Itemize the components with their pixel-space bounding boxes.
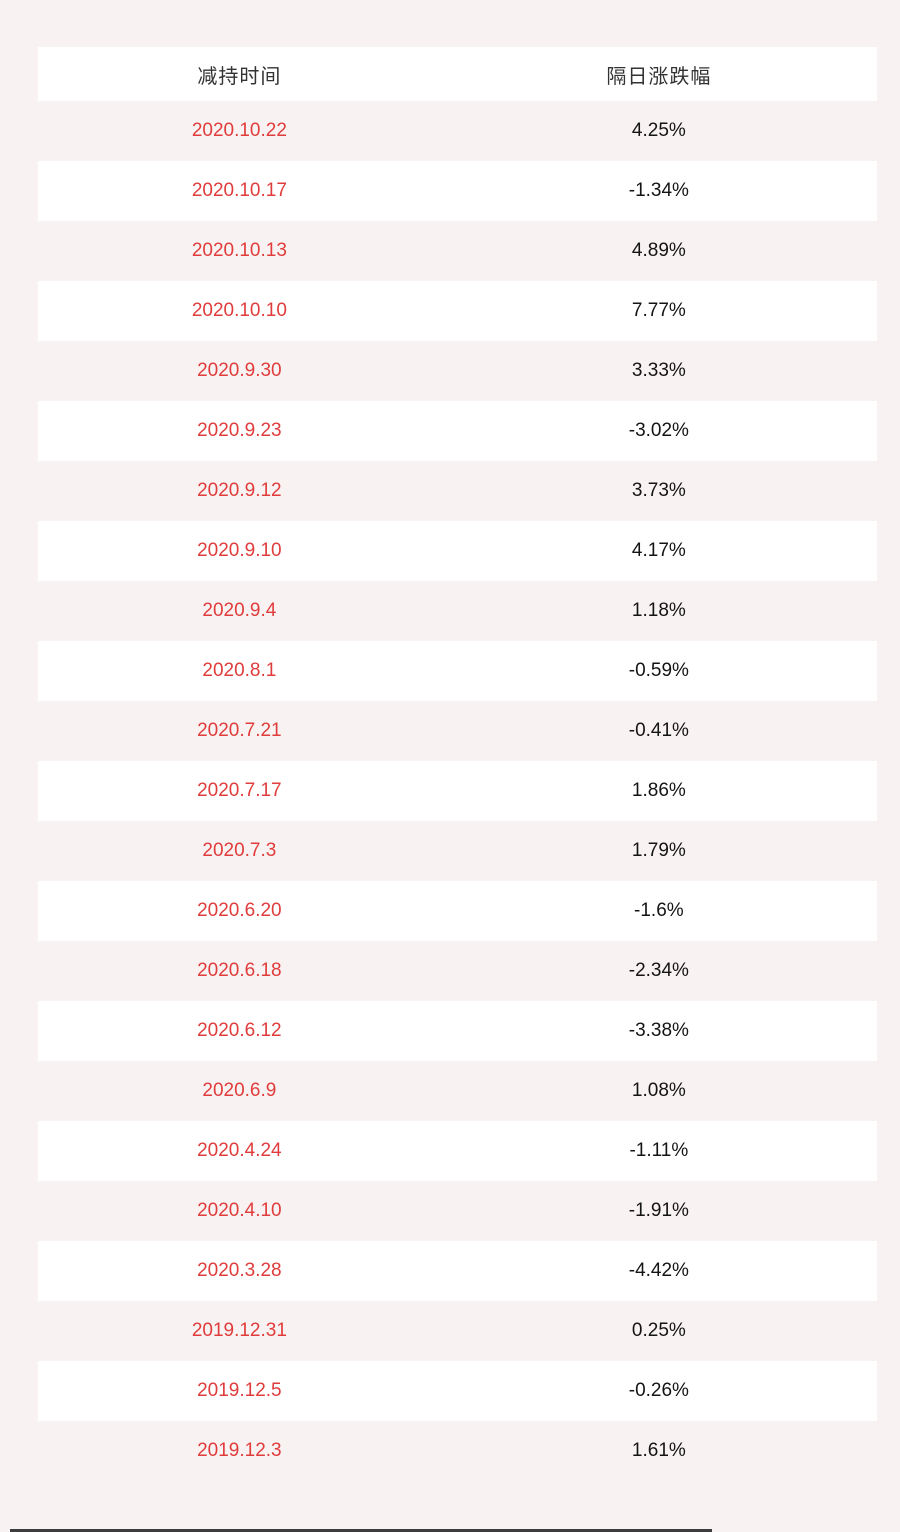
table-row: 2020.6.12 -3.38% <box>38 1001 877 1061</box>
table-row: 2020.9.12 3.73% <box>38 461 877 521</box>
table-row: 2020.9.30 3.33% <box>38 341 877 401</box>
next-day-change-cell: 4.89% <box>631 240 686 261</box>
table-row: 2020.4.10 -1.91% <box>38 1181 877 1241</box>
table-row: 2020.6.18 -2.34% <box>38 941 877 1001</box>
reduction-table: 减持时间 隔日涨跌幅 2020.10.22 4.25% 2020.10.17 -… <box>38 47 877 1481</box>
next-day-change-cell: -0.59% <box>628 660 689 681</box>
table-header-row: 减持时间 隔日涨跌幅 <box>38 47 877 101</box>
reduction-date-cell: 2020.7.3 <box>202 840 277 861</box>
reduction-date-cell: 2020.9.4 <box>202 600 277 621</box>
next-day-change-cell: -1.6% <box>634 900 684 921</box>
table-row: 2019.12.5 -0.26% <box>38 1361 877 1421</box>
table-row: 2020.10.22 4.25% <box>38 101 877 161</box>
table-row: 2020.9.10 4.17% <box>38 521 877 581</box>
table-row: 2020.7.17 1.86% <box>38 761 877 821</box>
table-row: 2020.3.28 -4.42% <box>38 1241 877 1301</box>
table-row: 2020.10.13 4.89% <box>38 221 877 281</box>
next-day-change-cell: -0.41% <box>628 720 689 741</box>
table-row: 2020.6.9 1.08% <box>38 1061 877 1121</box>
table-row: 2020.7.3 1.79% <box>38 821 877 881</box>
reduction-date-cell: 2020.10.10 <box>191 300 287 321</box>
next-day-change-cell: -1.34% <box>628 180 689 201</box>
reduction-date-cell: 2020.7.21 <box>197 720 282 741</box>
reduction-date-cell: 2020.4.10 <box>197 1200 282 1221</box>
next-day-change-cell: 1.61% <box>631 1440 686 1461</box>
reduction-date-cell: 2020.8.1 <box>202 660 277 681</box>
table-row: 2020.10.10 7.77% <box>38 281 877 341</box>
reduction-date-cell: 2020.6.9 <box>202 1080 277 1101</box>
reduction-date-cell: 2020.9.23 <box>197 420 282 441</box>
table-row: 2019.12.3 1.61% <box>38 1421 877 1481</box>
next-day-change-cell: -3.38% <box>628 1020 689 1041</box>
table-row: 2020.4.24 -1.11% <box>38 1121 877 1181</box>
reduction-date-cell: 2020.9.30 <box>197 360 282 381</box>
reduction-date-cell: 2020.10.13 <box>191 240 287 261</box>
header-next-day-change: 隔日涨跌幅 <box>606 65 712 88</box>
reduction-date-cell: 2019.12.3 <box>197 1440 282 1461</box>
table-row: 2020.7.21 -0.41% <box>38 701 877 761</box>
reduction-date-cell: 2020.9.12 <box>197 480 282 501</box>
next-day-change-cell: 1.18% <box>631 600 686 621</box>
table-row: 2020.9.4 1.18% <box>38 581 877 641</box>
reduction-date-cell: 2020.6.12 <box>197 1020 282 1041</box>
next-day-change-cell: -0.26% <box>628 1380 689 1401</box>
header-reduction-time: 减持时间 <box>197 65 282 88</box>
next-day-change-cell: -1.11% <box>629 1140 689 1161</box>
reduction-date-cell: 2020.10.22 <box>191 120 287 141</box>
reduction-date-cell: 2019.12.31 <box>191 1320 287 1341</box>
reduction-date-cell: 2019.12.5 <box>197 1380 282 1401</box>
next-day-change-cell: 3.73% <box>631 480 686 501</box>
reduction-date-cell: 2020.7.17 <box>197 780 282 801</box>
reduction-date-cell: 2020.3.28 <box>197 1260 282 1281</box>
reduction-date-cell: 2020.9.10 <box>197 540 282 561</box>
reduction-date-cell: 2020.6.20 <box>197 900 282 921</box>
next-day-change-cell: -4.42% <box>628 1260 689 1281</box>
table-row: 2020.8.1 -0.59% <box>38 641 877 701</box>
table-body: 2020.10.22 4.25% 2020.10.17 -1.34% 2020.… <box>38 101 877 1481</box>
next-day-change-cell: 1.08% <box>631 1080 686 1101</box>
next-day-change-cell: -1.91% <box>628 1200 689 1221</box>
next-day-change-cell: -2.34% <box>628 960 689 981</box>
reduction-date-cell: 2020.6.18 <box>197 960 282 981</box>
next-day-change-cell: 4.25% <box>631 120 686 141</box>
reduction-date-cell: 2020.4.24 <box>197 1140 282 1161</box>
next-day-change-cell: 1.86% <box>631 780 686 801</box>
table-row: 2020.6.20 -1.6% <box>38 881 877 941</box>
next-day-change-cell: -3.02% <box>628 420 689 441</box>
next-day-change-cell: 3.33% <box>631 360 686 381</box>
next-day-change-cell: 7.77% <box>631 300 686 321</box>
table-row: 2020.10.17 -1.34% <box>38 161 877 221</box>
reduction-date-cell: 2020.10.17 <box>191 180 287 201</box>
table-row: 2020.9.23 -3.02% <box>38 401 877 461</box>
next-day-change-cell: 1.79% <box>631 840 686 861</box>
next-day-change-cell: 4.17% <box>631 540 686 561</box>
next-day-change-cell: 0.25% <box>631 1320 686 1341</box>
table-row: 2019.12.31 0.25% <box>38 1301 877 1361</box>
cutoff-dark-bar <box>10 1529 712 1532</box>
